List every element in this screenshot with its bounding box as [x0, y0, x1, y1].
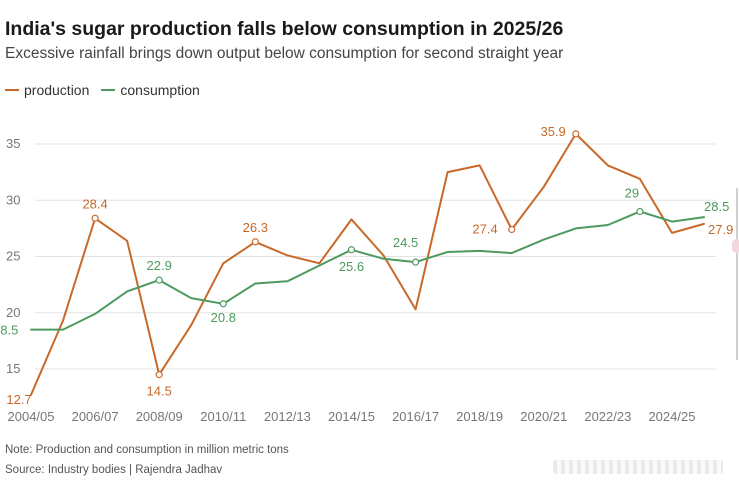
data-label-consumption: 22.9: [147, 258, 172, 273]
legend-label-consumption: consumption: [120, 82, 200, 98]
legend: production consumption: [5, 82, 212, 98]
x-tick-label: 2004/05: [8, 409, 55, 424]
x-tick-label: 2020/21: [520, 409, 567, 424]
data-point-consumption: [347, 246, 356, 254]
y-tick-label-35: 35: [6, 136, 20, 151]
data-label-consumption: 29: [625, 186, 639, 201]
data-point-production: [155, 371, 163, 379]
data-label-production: 27.9: [708, 222, 733, 237]
data-label-production: 26.3: [243, 220, 268, 235]
data-label-production: 27.4: [472, 222, 497, 237]
data-point-consumption: [155, 276, 163, 284]
data-label-production: 12.7: [6, 392, 31, 407]
data-point-production: [572, 130, 580, 138]
y-tick-label-30: 30: [6, 192, 20, 207]
x-tick-label: 2008/09: [136, 409, 183, 424]
data-point-consumption: [411, 258, 420, 266]
data-label-consumption: 20.8: [211, 310, 236, 325]
data-label-consumption: 25.6: [339, 259, 364, 274]
production-swatch: [5, 89, 19, 91]
data-label-consumption: 24.5: [393, 235, 418, 250]
source-credit: Source: Industry bodies | Rajendra Jadha…: [5, 464, 223, 476]
scrollbar-edge: [736, 188, 738, 360]
x-tick-label: 2014/15: [328, 409, 375, 424]
x-tick-label: 2010/11: [200, 409, 246, 424]
footnote: Note: Production and consumption in mill…: [5, 444, 289, 456]
data-label-production: 28.4: [82, 196, 107, 211]
x-tick-label: 2016/17: [392, 409, 439, 424]
data-label-production: 14.5: [147, 384, 172, 399]
data-label-production: 35.9: [540, 124, 565, 139]
y-tick-label-15: 15: [6, 361, 20, 376]
x-tick-label: 2006/07: [72, 409, 119, 424]
series-line-production: [30, 132, 705, 396]
data-label-consumption: 18.5: [0, 323, 18, 338]
x-tick-label: 2012/13: [264, 409, 311, 424]
x-tick-label: 2022/23: [584, 409, 631, 424]
scroll-handle[interactable]: [732, 239, 739, 253]
legend-item-production: production: [5, 82, 89, 98]
data-point-production: [508, 225, 516, 234]
data-point-production: [91, 214, 99, 222]
x-tick-label: 2018/19: [456, 409, 503, 424]
legend-label-production: production: [24, 82, 90, 98]
data-point-production: [251, 238, 259, 246]
y-tick-label-20: 20: [6, 305, 20, 320]
legend-item-consumption: consumption: [101, 82, 200, 98]
consumption-swatch: [101, 89, 116, 91]
x-tick-label: 2024/25: [648, 409, 695, 424]
data-point-consumption: [219, 300, 227, 308]
data-point-consumption: [636, 207, 644, 216]
chart-subtitle: Excessive rainfall brings down output be…: [5, 45, 564, 62]
data-label-consumption: 28.5: [704, 199, 729, 214]
chart-title: India's sugar production falls below con…: [5, 18, 564, 40]
y-tick-label-25: 25: [6, 249, 20, 264]
pagination-dots[interactable]: [553, 460, 723, 474]
series-line-consumption: [30, 210, 705, 331]
